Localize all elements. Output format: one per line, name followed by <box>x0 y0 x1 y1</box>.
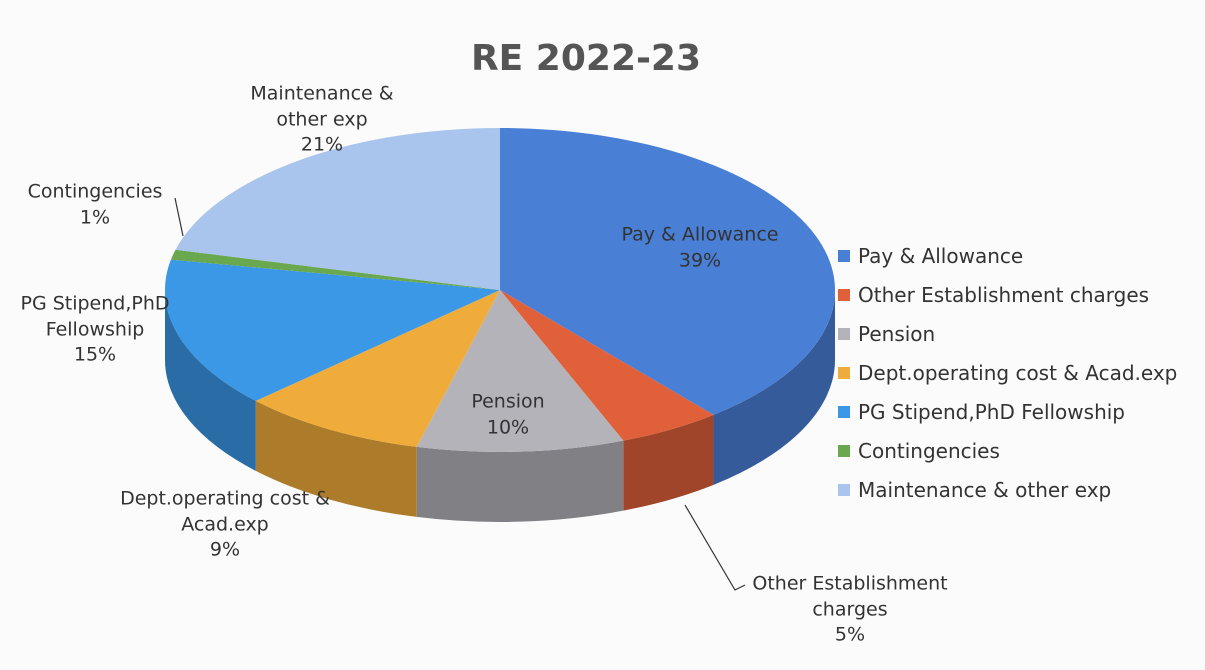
data-label-name: Pay & Allowance <box>621 223 779 246</box>
legend-swatch <box>838 328 850 340</box>
legend-label: Pension <box>858 322 936 346</box>
data-label: Dept.operating cost & Acad.exp 9% <box>105 487 345 564</box>
legend-label: PG Stipend,PhD Fellowship <box>858 400 1126 424</box>
pie-slice-side <box>416 440 624 522</box>
legend-swatch <box>838 484 850 496</box>
data-label-name: PG Stipend,PhD Fellowship <box>20 292 170 341</box>
leader-line <box>684 504 746 591</box>
chart-title: RE 2022-23 <box>471 38 701 79</box>
legend-swatch <box>838 406 850 418</box>
pie-slice <box>175 128 500 290</box>
legend-item: Pension <box>838 322 935 346</box>
pie-slice-side <box>255 400 417 517</box>
pie-slice-side <box>713 290 835 485</box>
legend-label: Other Establishment charges <box>858 283 1150 307</box>
data-label-value: 21% <box>300 133 344 156</box>
legend-label: Pay & Allowance <box>858 244 1024 268</box>
legend-item: PG Stipend,PhD Fellowship <box>838 400 1125 424</box>
data-label: PG Stipend,PhD Fellowship 15% <box>10 292 180 369</box>
pie-slice <box>500 128 835 415</box>
leader-line <box>174 197 184 237</box>
legend-item: Other Establishment charges <box>838 283 1149 307</box>
data-label: Other Establishment charges 5% <box>730 572 970 649</box>
pie-slice-side <box>623 414 714 511</box>
data-label: Pay & Allowance 39% <box>590 222 810 273</box>
data-label-value: 39% <box>678 249 722 271</box>
data-label-value: 15% <box>73 343 117 366</box>
legend-item: Pay & Allowance <box>838 244 1023 268</box>
data-label-name: Pension <box>471 390 545 413</box>
data-label-name: Dept.operating cost & Acad.exp <box>120 487 330 536</box>
data-label-name: Contingencies <box>27 180 163 203</box>
legend-item: Maintenance & other exp <box>838 478 1111 502</box>
data-label: Maintenance & other exp 21% <box>232 82 412 159</box>
data-label-value: 10% <box>486 416 530 438</box>
pie-slice <box>170 249 500 290</box>
legend-swatch <box>838 367 850 379</box>
data-label-name: Maintenance & other exp <box>250 82 394 131</box>
pie-slice <box>500 290 714 441</box>
legend-swatch <box>838 289 850 301</box>
data-label-name: Other Establishment charges <box>752 572 948 621</box>
data-label-value: 9% <box>209 538 241 561</box>
data-label-value: 1% <box>79 206 111 228</box>
legend-label: Maintenance & other exp <box>858 478 1112 502</box>
legend-item: Contingencies <box>838 439 1000 463</box>
data-label: Pension 10% <box>433 389 583 440</box>
legend-item: Dept.operating cost & Acad.exp <box>838 361 1177 385</box>
legend-label: Contingencies <box>858 439 1000 463</box>
legend-swatch <box>838 250 850 262</box>
pie-slice <box>416 290 624 452</box>
pie-slice-side <box>165 290 256 471</box>
data-label: Contingencies 1% <box>10 179 180 230</box>
legend-swatch <box>838 445 850 457</box>
legend-label: Dept.operating cost & Acad.exp <box>858 361 1178 385</box>
pie-slice <box>164 259 500 401</box>
pie-slice <box>255 290 500 447</box>
data-label-value: 5% <box>834 623 866 646</box>
